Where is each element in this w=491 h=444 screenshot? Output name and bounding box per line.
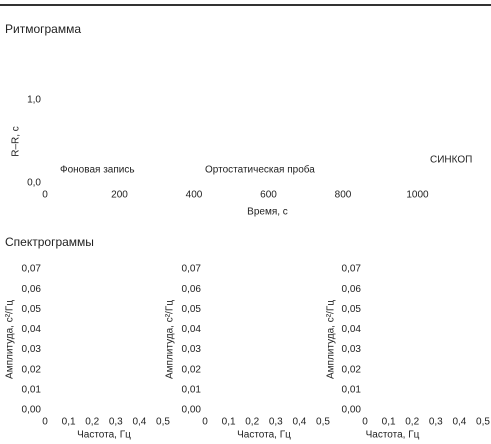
y-tick-label: 0,06 (342, 284, 362, 295)
x-tick-label: 0,1 (382, 417, 396, 428)
x-tick-label: 0,4 (292, 417, 306, 428)
y-tick-label: 0,05 (182, 304, 202, 315)
annotation: Фоновая запись (60, 165, 135, 176)
y-tick-label: 1,0 (27, 95, 41, 106)
y-tick-label: 0,02 (182, 364, 202, 375)
y-tick-label: 0,01 (22, 384, 42, 395)
x-tick-label: 0 (42, 190, 48, 201)
y-tick-label: 0,04 (22, 324, 42, 335)
y-tick-label: 0,05 (342, 304, 362, 315)
y-tick-label: 0,03 (22, 344, 42, 355)
x-axis-label: Частота, Гц (366, 430, 420, 441)
x-tick-label: 0 (202, 417, 208, 428)
y-axis-label: Амплитуда, с²/Гц (165, 300, 176, 379)
x-tick-label: 1000 (406, 190, 429, 201)
y-tick-label: 0,07 (22, 264, 42, 275)
y-axis-label: R–R, с (11, 126, 22, 157)
y-tick-label: 0,00 (22, 405, 42, 416)
x-tick-label: 800 (335, 190, 352, 201)
x-tick-label: 0,4 (452, 417, 466, 428)
x-tick-label: 0,2 (245, 417, 259, 428)
x-tick-label: 0 (362, 417, 368, 428)
y-tick-label: 0,00 (342, 405, 362, 416)
x-tick-label: 0,2 (85, 417, 99, 428)
y-tick-label: 0,04 (342, 324, 362, 335)
y-tick-label: 0,01 (342, 384, 362, 395)
x-tick-label: 0,5 (316, 417, 330, 428)
x-tick-label: 200 (111, 190, 128, 201)
x-tick-label: 0 (42, 417, 48, 428)
x-tick-label: 0,1 (62, 417, 76, 428)
x-tick-label: 400 (186, 190, 203, 201)
y-axis-label: Амплитуда, с²/Гц (326, 300, 337, 379)
y-tick-label: 0,05 (22, 304, 42, 315)
x-tick-label: 0,3 (109, 417, 123, 428)
y-tick-label: 0,06 (182, 284, 202, 295)
y-tick-label: 0,02 (22, 364, 42, 375)
x-axis-label: Частота, Гц (77, 430, 131, 441)
y-tick-label: 0,04 (182, 324, 202, 335)
x-tick-label: 0,3 (429, 417, 443, 428)
x-axis-label: Время, с (247, 207, 288, 218)
x-tick-label: 0,3 (269, 417, 283, 428)
section-title: Спектрограммы (5, 235, 94, 249)
y-tick-label: 0,02 (342, 364, 362, 375)
x-axis-label: Частота, Гц (237, 430, 291, 441)
y-tick-label: 0,03 (342, 344, 362, 355)
y-tick-label: 0,07 (342, 264, 362, 275)
x-tick-label: 0,1 (222, 417, 236, 428)
y-tick-label: 0,0 (27, 178, 41, 189)
y-tick-label: 0,01 (182, 384, 202, 395)
x-tick-label: 0,4 (132, 417, 146, 428)
y-tick-label: 0,03 (182, 344, 202, 355)
x-tick-label: 0,5 (156, 417, 170, 428)
x-tick-label: 0,2 (405, 417, 419, 428)
section-title: Ритмограмма (5, 22, 81, 36)
x-tick-label: 0,5 (476, 417, 490, 428)
y-tick-label: 0,07 (182, 264, 202, 275)
y-tick-label: 0,06 (22, 284, 42, 295)
annotation: СИНКОП (430, 155, 472, 166)
x-tick-label: 600 (260, 190, 277, 201)
annotation: Ортостатическая проба (205, 164, 315, 176)
y-tick-label: 0,00 (182, 405, 202, 416)
y-axis-label: Амплитуда, с²/Гц (5, 300, 16, 379)
